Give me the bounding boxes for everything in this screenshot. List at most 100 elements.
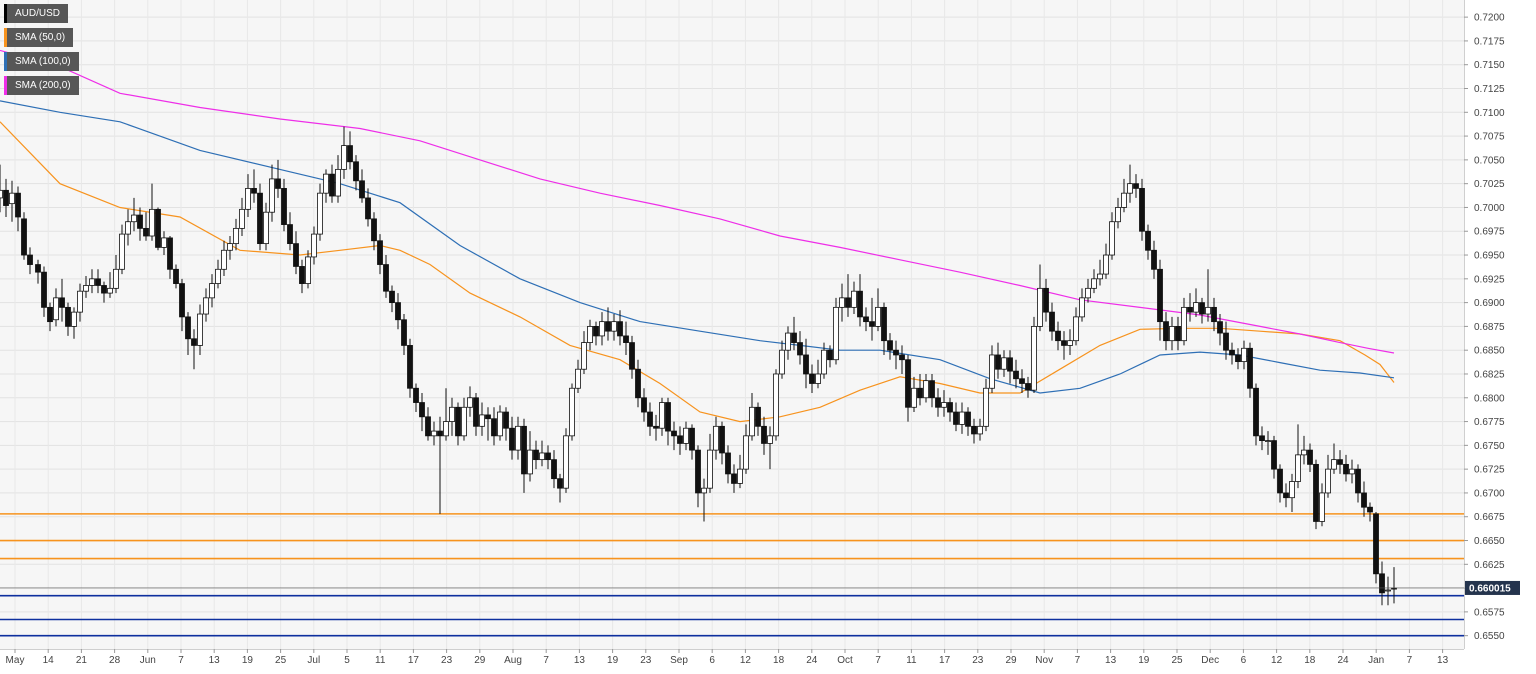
candle-body <box>335 168 341 197</box>
candle-body <box>503 411 509 429</box>
candle-body <box>1151 249 1157 270</box>
candle <box>1115 197 1121 229</box>
candle <box>785 326 791 360</box>
candle-body <box>461 406 467 437</box>
candle-body <box>1115 207 1121 223</box>
candle <box>707 433 713 493</box>
candle-body <box>1181 306 1187 342</box>
candle <box>689 424 695 460</box>
candle-body <box>497 411 503 437</box>
candle-body <box>737 468 743 484</box>
candle <box>623 321 629 355</box>
x-tick-label: Dec <box>1201 655 1219 666</box>
x-axis: May 14 21 28 Jun 7 13 19 25 Jul 5 11 17 23 29 Aug 7 13 19 2… <box>0 649 1464 666</box>
candle-body <box>1187 306 1193 313</box>
candle-body <box>401 319 407 346</box>
candle <box>323 169 329 203</box>
candle-body <box>773 373 779 437</box>
candle <box>719 421 725 465</box>
candle <box>89 269 95 294</box>
x-tick-label: 13 <box>574 655 586 666</box>
candle-body <box>137 214 143 229</box>
candle <box>917 373 923 406</box>
candle-body <box>767 435 773 444</box>
candle-body <box>677 435 683 444</box>
candle-body <box>467 397 473 408</box>
candle-body <box>1025 383 1031 391</box>
candle <box>245 174 251 217</box>
candle-body <box>617 321 623 337</box>
y-tick-label: 0.6675 <box>1474 512 1505 523</box>
candle <box>35 259 41 284</box>
candle-body <box>917 387 923 399</box>
candle <box>143 212 149 241</box>
y-tick-label: 0.6950 <box>1474 251 1505 262</box>
candle <box>941 390 947 417</box>
candle <box>641 388 647 422</box>
candle-body <box>1289 481 1295 499</box>
candle <box>593 321 599 346</box>
candle-body <box>899 354 905 361</box>
candle <box>617 310 623 346</box>
candle-body <box>27 254 33 265</box>
candle <box>1187 293 1193 322</box>
y-tick-label: 0.6650 <box>1474 536 1505 547</box>
candle <box>1163 312 1169 351</box>
candle-body <box>239 208 245 229</box>
candle-body <box>557 478 563 489</box>
candle-body <box>1241 347 1247 363</box>
candle-body <box>287 224 293 245</box>
candle <box>53 288 59 327</box>
candle <box>1019 369 1025 394</box>
candle-body <box>959 411 965 425</box>
x-tick-label: 6 <box>709 655 715 666</box>
candle <box>1277 464 1283 503</box>
candle <box>71 307 77 339</box>
candle <box>845 274 851 317</box>
candle-body <box>155 208 161 248</box>
candle <box>95 269 101 294</box>
x-tick-label: 11 <box>906 655 917 666</box>
x-tick-label: 17 <box>939 655 951 666</box>
candle <box>731 464 737 493</box>
candle-body <box>539 452 545 461</box>
y-tick-label: 0.7100 <box>1474 108 1505 119</box>
legend-swatch <box>4 76 7 95</box>
candle <box>1043 278 1049 322</box>
legend-item: SMA (200,0) <box>4 76 79 95</box>
y-tick-label: 0.7175 <box>1474 36 1505 47</box>
candle-body <box>641 397 647 413</box>
candle <box>1139 178 1145 241</box>
last-price-tag <box>1465 580 1520 595</box>
candle-body <box>755 406 761 427</box>
candle <box>773 369 779 441</box>
candle-body <box>275 178 281 189</box>
candle <box>557 473 563 503</box>
candle-body <box>1067 340 1073 346</box>
candle-body <box>491 418 497 437</box>
candle-body <box>179 283 185 318</box>
y-tick-label: 0.6800 <box>1474 393 1505 404</box>
candle-body <box>443 421 449 437</box>
candle-body <box>341 145 347 170</box>
candle-body <box>125 221 131 235</box>
x-tick-label: 5 <box>344 655 350 666</box>
candle-body <box>131 214 137 223</box>
candle-body <box>323 173 329 194</box>
candle-body <box>347 145 353 163</box>
candle-body <box>935 397 941 408</box>
candle <box>1307 443 1313 472</box>
x-tick-label: Jun <box>140 655 156 666</box>
y-tick-label: 0.6750 <box>1474 441 1505 452</box>
candle <box>21 212 27 260</box>
candle <box>761 416 767 455</box>
candle-body <box>1103 254 1109 275</box>
candle-body <box>845 297 851 308</box>
candle-body <box>21 218 27 256</box>
x-tick-label: 11 <box>375 655 386 666</box>
legend: AUD/USD SMA (50,0) SMA (100,0) SMA (200,0) <box>4 4 79 100</box>
candle <box>539 440 545 467</box>
y-tick-label: 0.6775 <box>1474 417 1505 428</box>
y-tick-label: 0.6850 <box>1474 346 1505 357</box>
x-tick-label: 13 <box>209 655 221 666</box>
